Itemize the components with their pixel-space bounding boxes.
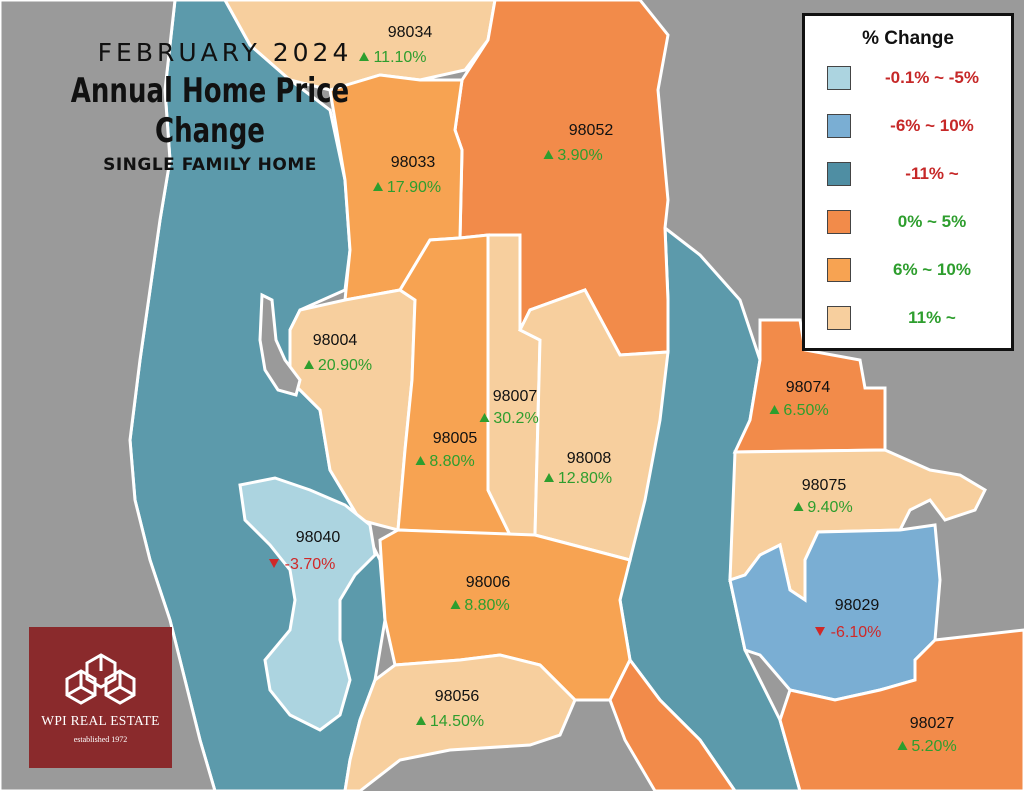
legend-item: 6% ~ 10% bbox=[827, 256, 1007, 286]
price-change-label: 3.90% bbox=[557, 147, 602, 164]
up-arrow-icon bbox=[793, 502, 804, 511]
price-change-label: 20.90% bbox=[318, 357, 372, 374]
region-98040[interactable] bbox=[238, 476, 377, 732]
price-change-label: 30.2% bbox=[493, 410, 538, 427]
logo-established: established 1972 bbox=[73, 735, 128, 744]
up-arrow-icon bbox=[897, 741, 908, 750]
up-arrow-icon bbox=[544, 473, 554, 482]
zip-code-label: 98056 bbox=[435, 688, 480, 705]
zip-code-label: 98040 bbox=[296, 529, 341, 546]
down-arrow-icon bbox=[815, 627, 825, 636]
up-arrow-icon bbox=[304, 360, 314, 369]
price-change-label: -3.70% bbox=[285, 556, 336, 573]
price-change-label: 9.40% bbox=[807, 499, 852, 516]
title-subtitle: SINGLE FAMILY HOME bbox=[103, 155, 317, 175]
up-arrow-icon bbox=[359, 52, 369, 61]
zip-code-label: 98027 bbox=[910, 715, 955, 732]
zip-code-label: 98052 bbox=[569, 122, 614, 139]
price-change-label: -6.10% bbox=[831, 624, 882, 641]
price-change-label: 11.10% bbox=[373, 49, 426, 66]
zip-code-label: 98075 bbox=[802, 477, 847, 494]
logo-cubes-icon bbox=[65, 653, 136, 705]
up-arrow-icon bbox=[769, 405, 780, 414]
legend-item: 11% ~ bbox=[827, 304, 1007, 334]
zip-code-label: 98074 bbox=[786, 379, 831, 396]
shoreline-west bbox=[0, 0, 217, 791]
legend-item: -6% ~ 10% bbox=[827, 112, 1007, 142]
region-98056[interactable] bbox=[343, 653, 577, 791]
region-98027[interactable] bbox=[778, 628, 1024, 791]
legend-label: 6% ~ 10% bbox=[893, 260, 971, 279]
zip-code-label: 98008 bbox=[567, 450, 612, 467]
legend-item: -0.1% ~ -5% bbox=[827, 64, 1007, 94]
legend-swatch bbox=[827, 210, 851, 234]
up-arrow-icon bbox=[479, 413, 490, 422]
zip-code-label: 98029 bbox=[835, 597, 880, 614]
company-logo: WPI REAL ESTATE established 1972 bbox=[29, 627, 172, 768]
price-change-label: 5.20% bbox=[911, 738, 956, 755]
up-arrow-icon bbox=[543, 150, 554, 159]
up-arrow-icon bbox=[450, 600, 461, 609]
legend-label: 11% ~ bbox=[908, 308, 956, 327]
zip-code-label: 98034 bbox=[388, 24, 433, 41]
price-change-label: 17.90% bbox=[387, 179, 441, 196]
zip-code-label: 98004 bbox=[313, 332, 358, 349]
legend-swatch bbox=[827, 114, 851, 138]
up-arrow-icon bbox=[373, 182, 383, 191]
zip-code-label: 98033 bbox=[391, 154, 436, 171]
legend-label: -0.1% ~ -5% bbox=[884, 68, 979, 87]
legend-swatch bbox=[827, 162, 851, 186]
price-change-label: 8.80% bbox=[429, 453, 474, 470]
legend-swatch bbox=[827, 258, 851, 282]
legend-label: -11% ~ bbox=[905, 164, 959, 183]
price-change-label: 14.50% bbox=[430, 713, 484, 730]
zip-code-label: 98005 bbox=[433, 430, 478, 447]
zip-code-label: 98007 bbox=[493, 388, 538, 405]
legend-swatch bbox=[827, 306, 851, 330]
legend-label: -6% ~ 10% bbox=[890, 116, 974, 135]
price-change-label: 6.50% bbox=[783, 402, 828, 419]
logo-name: WPI REAL ESTATE bbox=[41, 713, 160, 728]
up-arrow-icon bbox=[416, 716, 426, 725]
legend-item: -11% ~ bbox=[827, 160, 1007, 190]
zip-code-label: 98006 bbox=[466, 574, 511, 591]
up-arrow-icon bbox=[415, 456, 426, 465]
title-block: FEBRUARY 2024 Annual Home Price Change S… bbox=[0, 38, 420, 175]
legend-swatch bbox=[827, 66, 851, 90]
title-main: Annual Home Price Change bbox=[70, 71, 350, 151]
legend-item: 0% ~ 5% bbox=[827, 208, 1007, 238]
legend: % Change -0.1% ~ -5% -6% ~ 10% -11% ~ 0%… bbox=[802, 13, 1014, 351]
price-change-label: 12.80% bbox=[558, 470, 612, 487]
down-arrow-icon bbox=[269, 559, 279, 568]
shoreline-peninsula bbox=[258, 292, 302, 397]
price-change-label: 8.80% bbox=[464, 597, 509, 614]
title-month: FEBRUARY 2024 bbox=[97, 38, 353, 67]
region-98008[interactable] bbox=[517, 288, 670, 562]
zip-labels: 98034 11.10% 98052 3.90% 98033 17.90% 98004 20.… bbox=[269, 24, 957, 755]
legend-title: % Change bbox=[862, 28, 954, 49]
legend-label: 0% ~ 5% bbox=[897, 212, 967, 231]
region-98027-west bbox=[608, 657, 737, 791]
